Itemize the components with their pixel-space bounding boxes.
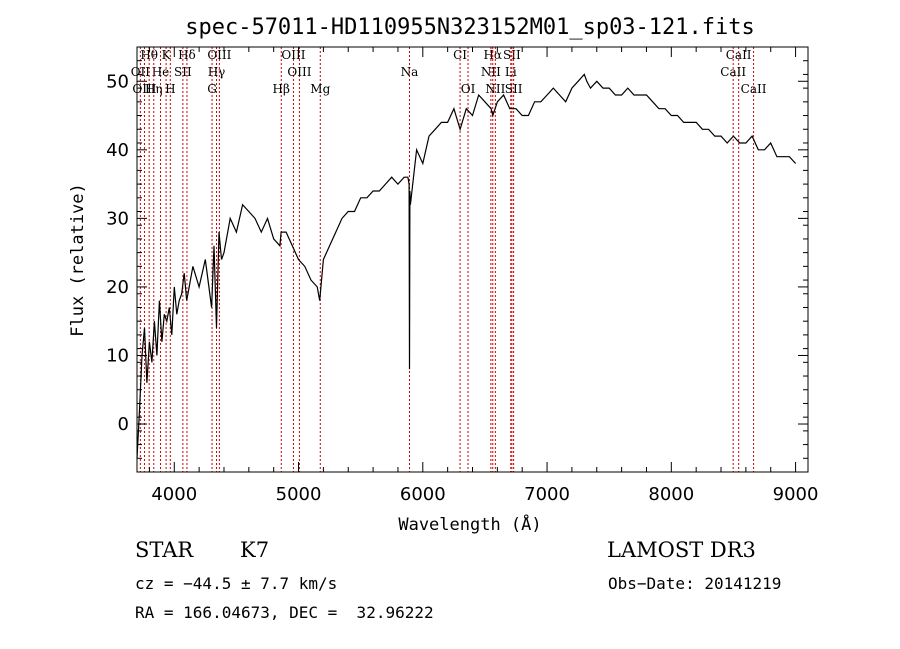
y-tick-label-3: 30 bbox=[106, 208, 129, 229]
y-axis-label: Flux (relative) bbox=[68, 183, 88, 337]
line-label-12: Hγ bbox=[208, 65, 226, 79]
plot-frame bbox=[136, 46, 809, 473]
x-axis-label: Wavelength (Å) bbox=[398, 513, 541, 535]
x-tick-label-5: 9000 bbox=[773, 484, 819, 505]
line-label-8: CaII bbox=[726, 48, 752, 62]
line-label-7: SII bbox=[503, 48, 521, 62]
line-label-23: Mg bbox=[310, 82, 330, 96]
x-tick-label-0: 4000 bbox=[151, 484, 197, 505]
line-label-26: SII bbox=[505, 82, 523, 96]
sky-coordinates: RA = 166.04673, DEC = 32.96222 bbox=[135, 603, 434, 622]
observation-date: Obs−Date: 20141219 bbox=[608, 574, 782, 593]
line-label-13: OIII bbox=[287, 65, 311, 79]
x-tick-label-1: 5000 bbox=[276, 484, 322, 505]
spectrum-line bbox=[136, 73, 797, 459]
redshift-velocity: cz = −44.5 ± 7.7 km/s bbox=[135, 574, 338, 593]
line-label-25: NII bbox=[485, 82, 505, 96]
object-class: STAR bbox=[135, 538, 194, 562]
object-subclass: K7 bbox=[240, 538, 270, 562]
y-tick-label-5: 50 bbox=[106, 71, 129, 92]
line-label-15: NII bbox=[481, 65, 501, 79]
line-label-11: SII bbox=[174, 65, 192, 79]
survey-name: LAMOST DR3 bbox=[607, 538, 756, 562]
line-label-16: Li bbox=[505, 65, 517, 79]
line-label-9: OII bbox=[131, 65, 151, 79]
x-tick-label-3: 7000 bbox=[524, 484, 570, 505]
line-label-18: OIII bbox=[132, 82, 156, 96]
line-label-19: Hη bbox=[145, 82, 163, 96]
line-label-5: CI bbox=[453, 48, 467, 62]
line-label-22: Hβ bbox=[273, 82, 290, 96]
line-label-4: OIII bbox=[281, 48, 305, 62]
line-label-1: K bbox=[162, 48, 172, 62]
line-label-2: Hδ bbox=[178, 48, 196, 62]
chart-title: spec-57011-HD110955N323152M01_sp03-121.f… bbox=[185, 15, 755, 40]
line-label-24: OI bbox=[461, 82, 476, 96]
line-label-27: CaII bbox=[741, 82, 767, 96]
line-label-17: CaII bbox=[720, 65, 746, 79]
line-label-6: Hα bbox=[483, 48, 502, 62]
y-tick-label-1: 10 bbox=[106, 345, 129, 366]
line-label-3: OIII bbox=[207, 48, 231, 62]
line-label-10: He bbox=[152, 65, 170, 79]
x-tick-label-2: 6000 bbox=[400, 484, 446, 505]
line-label-14: Na bbox=[401, 65, 419, 79]
y-tick-label-4: 40 bbox=[106, 140, 129, 161]
y-tick-label-0: 0 bbox=[118, 414, 129, 435]
x-tick-label-4: 8000 bbox=[648, 484, 694, 505]
line-label-20: H bbox=[165, 82, 175, 96]
y-tick-label-2: 20 bbox=[106, 277, 129, 298]
line-label-21: G bbox=[207, 82, 217, 96]
